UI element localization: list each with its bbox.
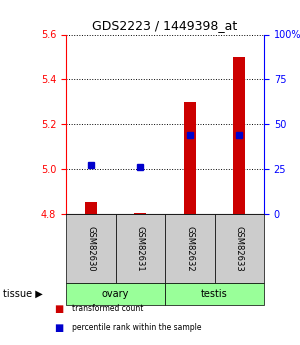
Text: transformed count: transformed count [72, 304, 143, 313]
Bar [85, 201, 97, 214]
Bar [233, 57, 245, 214]
Bar [134, 213, 146, 214]
Text: GSM82631: GSM82631 [136, 226, 145, 271]
Text: tissue ▶: tissue ▶ [3, 289, 43, 299]
Bar [184, 102, 196, 214]
Text: GSM82632: GSM82632 [185, 226, 194, 271]
Text: GSM82630: GSM82630 [86, 226, 95, 271]
Text: ■: ■ [54, 323, 63, 333]
Text: ovary: ovary [102, 289, 129, 299]
Text: testis: testis [201, 289, 228, 299]
Text: ■: ■ [54, 304, 63, 314]
Text: percentile rank within the sample: percentile rank within the sample [72, 323, 202, 332]
Text: GSM82633: GSM82633 [235, 226, 244, 271]
Title: GDS2223 / 1449398_at: GDS2223 / 1449398_at [92, 19, 238, 32]
